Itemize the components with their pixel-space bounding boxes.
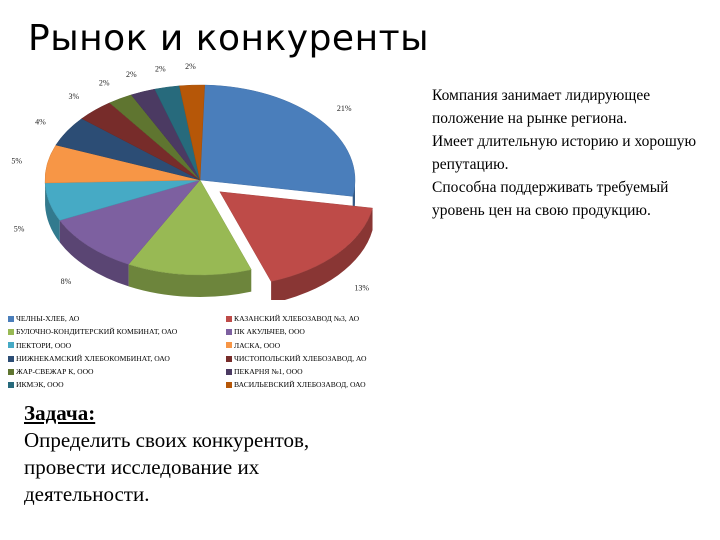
legend-label: ЛАСКА, ООО bbox=[234, 340, 281, 350]
pie-slice-4-side bbox=[59, 220, 129, 287]
legend-swatch bbox=[226, 382, 232, 389]
legend-item: ЖАР-СВЕЖАР К, ООО bbox=[8, 365, 226, 378]
pie-slice-1 bbox=[199, 84, 356, 197]
description-line-3: Способна поддерживать требуемый уровень … bbox=[432, 179, 669, 219]
legend-swatch bbox=[226, 355, 232, 362]
company-description: Компания занимает лидирующее положение н… bbox=[432, 84, 702, 222]
legend-label: КАЗАНСКИЙ ХЛЕБОЗАВОД №3, АО bbox=[234, 314, 360, 323]
legend-label: ИКМЭК, ООО bbox=[16, 380, 64, 390]
legend-item: БУЛОЧНО-КОНДИТЕРСКИЙ КОМБИНАТ, ОАО bbox=[8, 325, 226, 338]
legend-item: ЧЕЛНЫ-ХЛЕБ, АО bbox=[8, 312, 226, 325]
legend-item: ПЕКАРНЯ №1, ООО bbox=[226, 365, 398, 378]
legend-label: ЧИСТОПОЛЬСКИЙ ХЛЕБОЗАВОД, АО bbox=[234, 353, 367, 363]
description-line-2: Имеет длительную историю и хорошую репут… bbox=[432, 133, 697, 173]
legend-swatch bbox=[8, 342, 14, 349]
pie-slice-2 bbox=[219, 191, 373, 282]
pie-slice-3 bbox=[128, 179, 252, 276]
description-line-1: Компания занимает лидирующее положение н… bbox=[432, 87, 651, 127]
pie-slice-5-label: 5% bbox=[14, 225, 25, 234]
legend-label: ПЕКАРНЯ №1, ООО bbox=[234, 367, 303, 377]
legend-item: ЛАСКА, ООО bbox=[226, 339, 398, 352]
task-text: Определить своих конкурентов, провести и… bbox=[24, 428, 310, 506]
pie-slice-4 bbox=[59, 179, 201, 265]
legend-item: КАЗАНСКИЙ ХЛЕБОЗАВОД №3, АО bbox=[226, 312, 398, 325]
chart-legend: ЧЕЛНЫ-ХЛЕБ, АО КАЗАНСКИЙ ХЛЕБОЗАВОД №3, А… bbox=[8, 312, 398, 392]
legend-label: ВАСИЛЬЕВСКИЙ ХЛЕБОЗАВОД, ОАО bbox=[234, 380, 366, 390]
legend-label: БУЛОЧНО-КОНДИТЕРСКИЙ КОМБИНАТ, ОАО bbox=[16, 327, 178, 337]
task-heading: Задача: bbox=[24, 401, 96, 425]
legend-swatch bbox=[226, 328, 232, 335]
legend-item: ИКМЭК, ООО bbox=[8, 378, 226, 391]
legend-label: НИЖНЕКАМСКИЙ ХЛЕБОКОМБИНАТ, ОАО bbox=[16, 353, 170, 363]
legend-swatch bbox=[8, 355, 14, 362]
legend-swatch bbox=[8, 368, 14, 375]
legend-swatch bbox=[226, 315, 232, 322]
pie-slice-2-label: 13% bbox=[354, 283, 369, 292]
legend-label: ЧЕЛНЫ-ХЛЕБ, АО bbox=[16, 314, 80, 323]
pie-slice-12 bbox=[179, 84, 205, 181]
pie-slice-8-label: 3% bbox=[69, 92, 80, 101]
pie-slice-7-label: 4% bbox=[35, 117, 46, 126]
legend-swatch bbox=[226, 342, 232, 349]
pie-slice-6-label: 5% bbox=[11, 156, 22, 165]
legend-item: ВАСИЛЬЕВСКИЙ ХЛЕБОЗАВОД, ОАО bbox=[226, 378, 398, 391]
legend-label: ЖАР-СВЕЖАР К, ООО bbox=[16, 367, 94, 377]
legend-label: ПК АКУЛЬЧЕВ, ООО bbox=[234, 327, 305, 337]
market-share-pie-chart: 21%13%10%8%5%5%4%3%2%2%2%2% bbox=[11, 62, 373, 300]
legend-swatch bbox=[8, 328, 14, 335]
legend-swatch bbox=[8, 382, 14, 389]
pie-slice-2-side bbox=[271, 208, 373, 300]
task-block: Задача: Определить своих конкурентов, пр… bbox=[24, 400, 384, 508]
legend-item: ПК АКУЛЬЧЕВ, ООО bbox=[226, 325, 398, 338]
pie-slice-11-label: 2% bbox=[155, 65, 166, 74]
slide-title: Рынок и конкуренты bbox=[28, 18, 430, 59]
pie-slice-9-label: 2% bbox=[99, 78, 110, 87]
pie-slice-3-side bbox=[128, 264, 252, 297]
legend-swatch bbox=[226, 368, 232, 375]
legend-item: НИЖНЕКАМСКИЙ ХЛЕБОКОМБИНАТ, ОАО bbox=[8, 352, 226, 365]
legend-item: ПЕКТОРИ, ООО bbox=[8, 339, 226, 352]
pie-slice-12-label: 2% bbox=[185, 62, 196, 71]
pie-slice-4-label: 8% bbox=[61, 277, 72, 286]
legend-item: ЧИСТОПОЛЬСКИЙ ХЛЕБОЗАВОД, АО bbox=[226, 352, 398, 365]
pie-slice-10-label: 2% bbox=[126, 70, 137, 79]
pie-slice-5-side bbox=[45, 182, 60, 243]
legend-swatch bbox=[8, 315, 14, 322]
pie-slice-1-label: 21% bbox=[337, 104, 352, 113]
legend-label: ПЕКТОРИ, ООО bbox=[16, 340, 72, 350]
